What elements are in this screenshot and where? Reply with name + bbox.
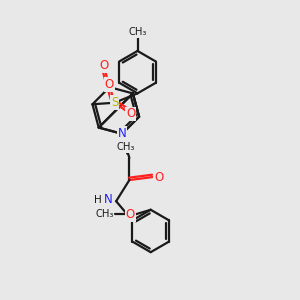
- Text: O: O: [125, 208, 135, 221]
- Text: CH₃: CH₃: [95, 209, 114, 219]
- Text: N: N: [103, 193, 112, 206]
- Text: O: O: [105, 78, 114, 91]
- Text: O: O: [154, 171, 164, 184]
- Text: S: S: [111, 96, 118, 109]
- Text: CH₃: CH₃: [117, 142, 135, 152]
- Text: N: N: [118, 127, 126, 140]
- Text: O: O: [126, 107, 135, 121]
- Text: CH₃: CH₃: [128, 27, 147, 38]
- Text: O: O: [99, 59, 108, 72]
- Text: H: H: [94, 195, 102, 205]
